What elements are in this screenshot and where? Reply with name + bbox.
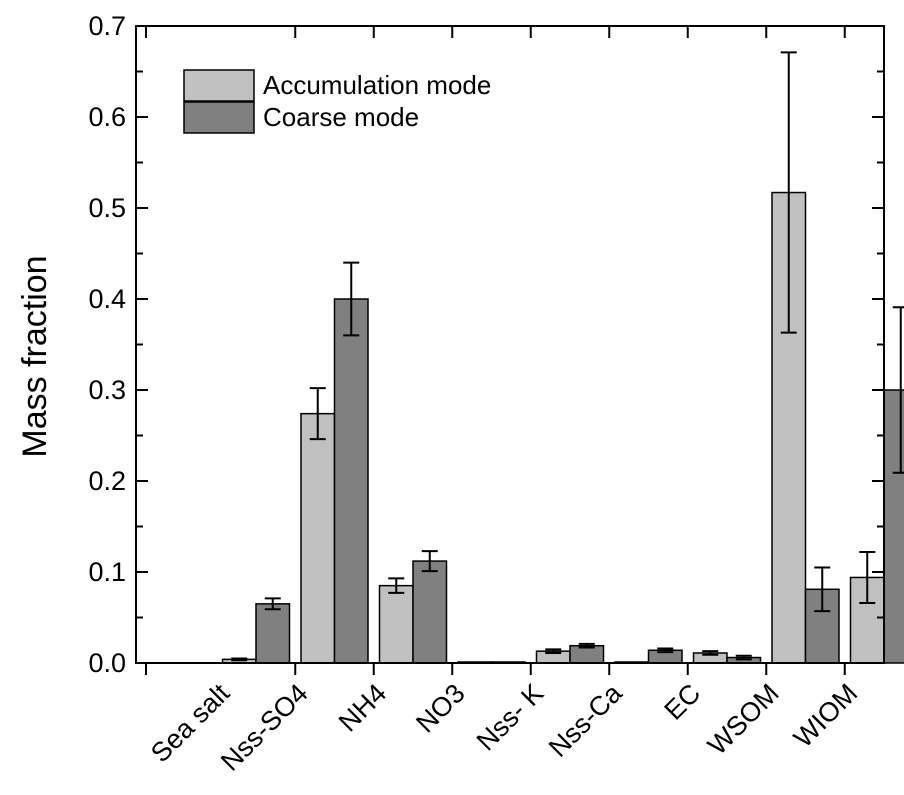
- legend-label-0: Accumulation mode: [263, 70, 491, 100]
- x-tick-label-4: Nss- K: [471, 678, 549, 756]
- error-bar-accumulation-2: [388, 577, 405, 594]
- error-bar-coarse-5: [657, 647, 674, 654]
- error-bar-accumulation-1: [309, 387, 326, 441]
- y-tick-label-2: 0.2: [88, 466, 126, 496]
- error-bar-coarse-6: [735, 654, 752, 661]
- error-bar-coarse-4: [578, 642, 595, 649]
- error-bar-accumulation-8: [859, 550, 876, 604]
- y-axis-title: Mass fraction: [16, 255, 54, 457]
- error-bar-accumulation-4: [545, 648, 562, 654]
- y-tick-label-1: 0.1: [88, 557, 126, 587]
- legend-label-1: Coarse mode: [263, 102, 419, 132]
- error-bar-coarse-2: [421, 550, 438, 573]
- bar-coarse-1: [333, 298, 369, 664]
- bar-coarse-2: [412, 560, 448, 664]
- y-tick-label-3: 0.3: [88, 375, 126, 405]
- error-bars-layer: [231, 51, 904, 662]
- bar-accumulation-1: [300, 412, 336, 664]
- x-tick-label-3: NO3: [410, 678, 470, 738]
- error-bar-coarse-7: [814, 566, 831, 613]
- y-tick-label-6: 0.6: [88, 102, 126, 132]
- y-tick-label-7: 0.7: [88, 11, 126, 41]
- error-bar-accumulation-7: [780, 51, 797, 334]
- x-tick-label-6: EC: [659, 678, 707, 726]
- y-tick-labels: 0.0 0.1 0.2 0.3 0.4 0.5 0.6 0.7: [88, 11, 126, 678]
- legend-item-0: Accumulation mode: [183, 69, 491, 102]
- y-tick-label-4: 0.4: [88, 284, 126, 314]
- y-tick-label-5: 0.5: [88, 193, 126, 223]
- error-bar-accumulation-6: [702, 650, 719, 656]
- x-tick-label-2: NH4: [333, 678, 392, 737]
- x-tick-label-8: WIOM: [788, 678, 863, 753]
- x-tick-label-5: Nss-Ca: [543, 677, 629, 763]
- ticks-layer: [136, 25, 884, 675]
- x-tick-label-1: Nss-SO4: [215, 678, 314, 777]
- x-tick-label-7: WSOM: [702, 678, 785, 761]
- error-bar-accumulation-0: [231, 657, 248, 662]
- bars-layer: [221, 191, 904, 664]
- legend-item-1: Coarse mode: [183, 101, 419, 134]
- error-bar-coarse-0: [264, 597, 281, 611]
- legend-swatch-1: [183, 101, 255, 134]
- error-bar-coarse-1: [343, 261, 360, 337]
- error-bar-coarse-8: [892, 306, 904, 474]
- y-tick-label-0: 0.0: [88, 648, 126, 678]
- legend-swatch-0: [183, 69, 255, 102]
- bar-coarse-0: [255, 603, 291, 664]
- bar-accumulation-2: [378, 584, 414, 664]
